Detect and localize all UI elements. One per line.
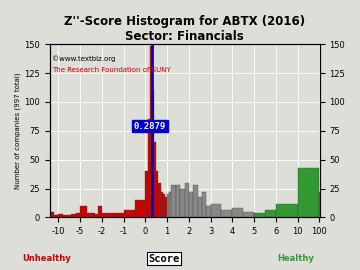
Bar <box>98 206 102 217</box>
Bar <box>198 197 202 217</box>
Bar <box>221 210 232 217</box>
Title: Z''-Score Histogram for ABTX (2016)
Sector: Financials: Z''-Score Histogram for ABTX (2016) Sect… <box>64 15 305 43</box>
Bar <box>72 214 76 217</box>
Bar <box>76 213 80 217</box>
Bar <box>67 215 72 217</box>
Bar <box>254 213 265 217</box>
Text: Healthy: Healthy <box>277 254 314 263</box>
Bar <box>113 213 123 217</box>
Bar <box>167 194 169 217</box>
Bar <box>148 119 150 217</box>
Bar <box>50 212 54 217</box>
Text: The Research Foundation of SUNY: The Research Foundation of SUNY <box>52 67 171 73</box>
Text: ©www.textbiz.org: ©www.textbiz.org <box>52 56 115 62</box>
Bar <box>171 185 176 217</box>
Bar <box>276 204 298 217</box>
Bar <box>265 210 276 217</box>
Bar <box>180 188 185 217</box>
Bar <box>165 197 167 217</box>
Bar <box>63 215 67 217</box>
Bar <box>211 204 221 217</box>
Y-axis label: Number of companies (997 total): Number of companies (997 total) <box>15 72 22 189</box>
Bar <box>135 200 145 217</box>
Bar <box>169 192 171 217</box>
Text: 0.2879: 0.2879 <box>134 122 166 131</box>
Bar <box>102 213 113 217</box>
Bar <box>145 171 148 217</box>
Bar <box>123 210 135 217</box>
Bar <box>206 206 211 217</box>
Bar <box>176 185 180 217</box>
Bar <box>193 185 198 217</box>
Text: Unhealthy: Unhealthy <box>22 254 71 263</box>
Bar <box>185 183 189 217</box>
Bar <box>156 171 158 217</box>
Bar <box>95 214 98 217</box>
Bar <box>150 46 152 217</box>
Bar <box>87 213 95 217</box>
Bar <box>54 215 58 217</box>
Bar <box>232 208 243 217</box>
Bar <box>158 183 161 217</box>
Text: Score: Score <box>148 254 179 264</box>
Bar <box>154 142 156 217</box>
Bar <box>189 192 193 217</box>
Bar <box>163 194 165 217</box>
Bar <box>152 90 154 217</box>
Bar <box>298 168 319 217</box>
Bar <box>80 206 87 217</box>
Bar <box>58 214 63 217</box>
Bar <box>243 212 254 217</box>
Bar <box>202 192 206 217</box>
Bar <box>161 192 163 217</box>
